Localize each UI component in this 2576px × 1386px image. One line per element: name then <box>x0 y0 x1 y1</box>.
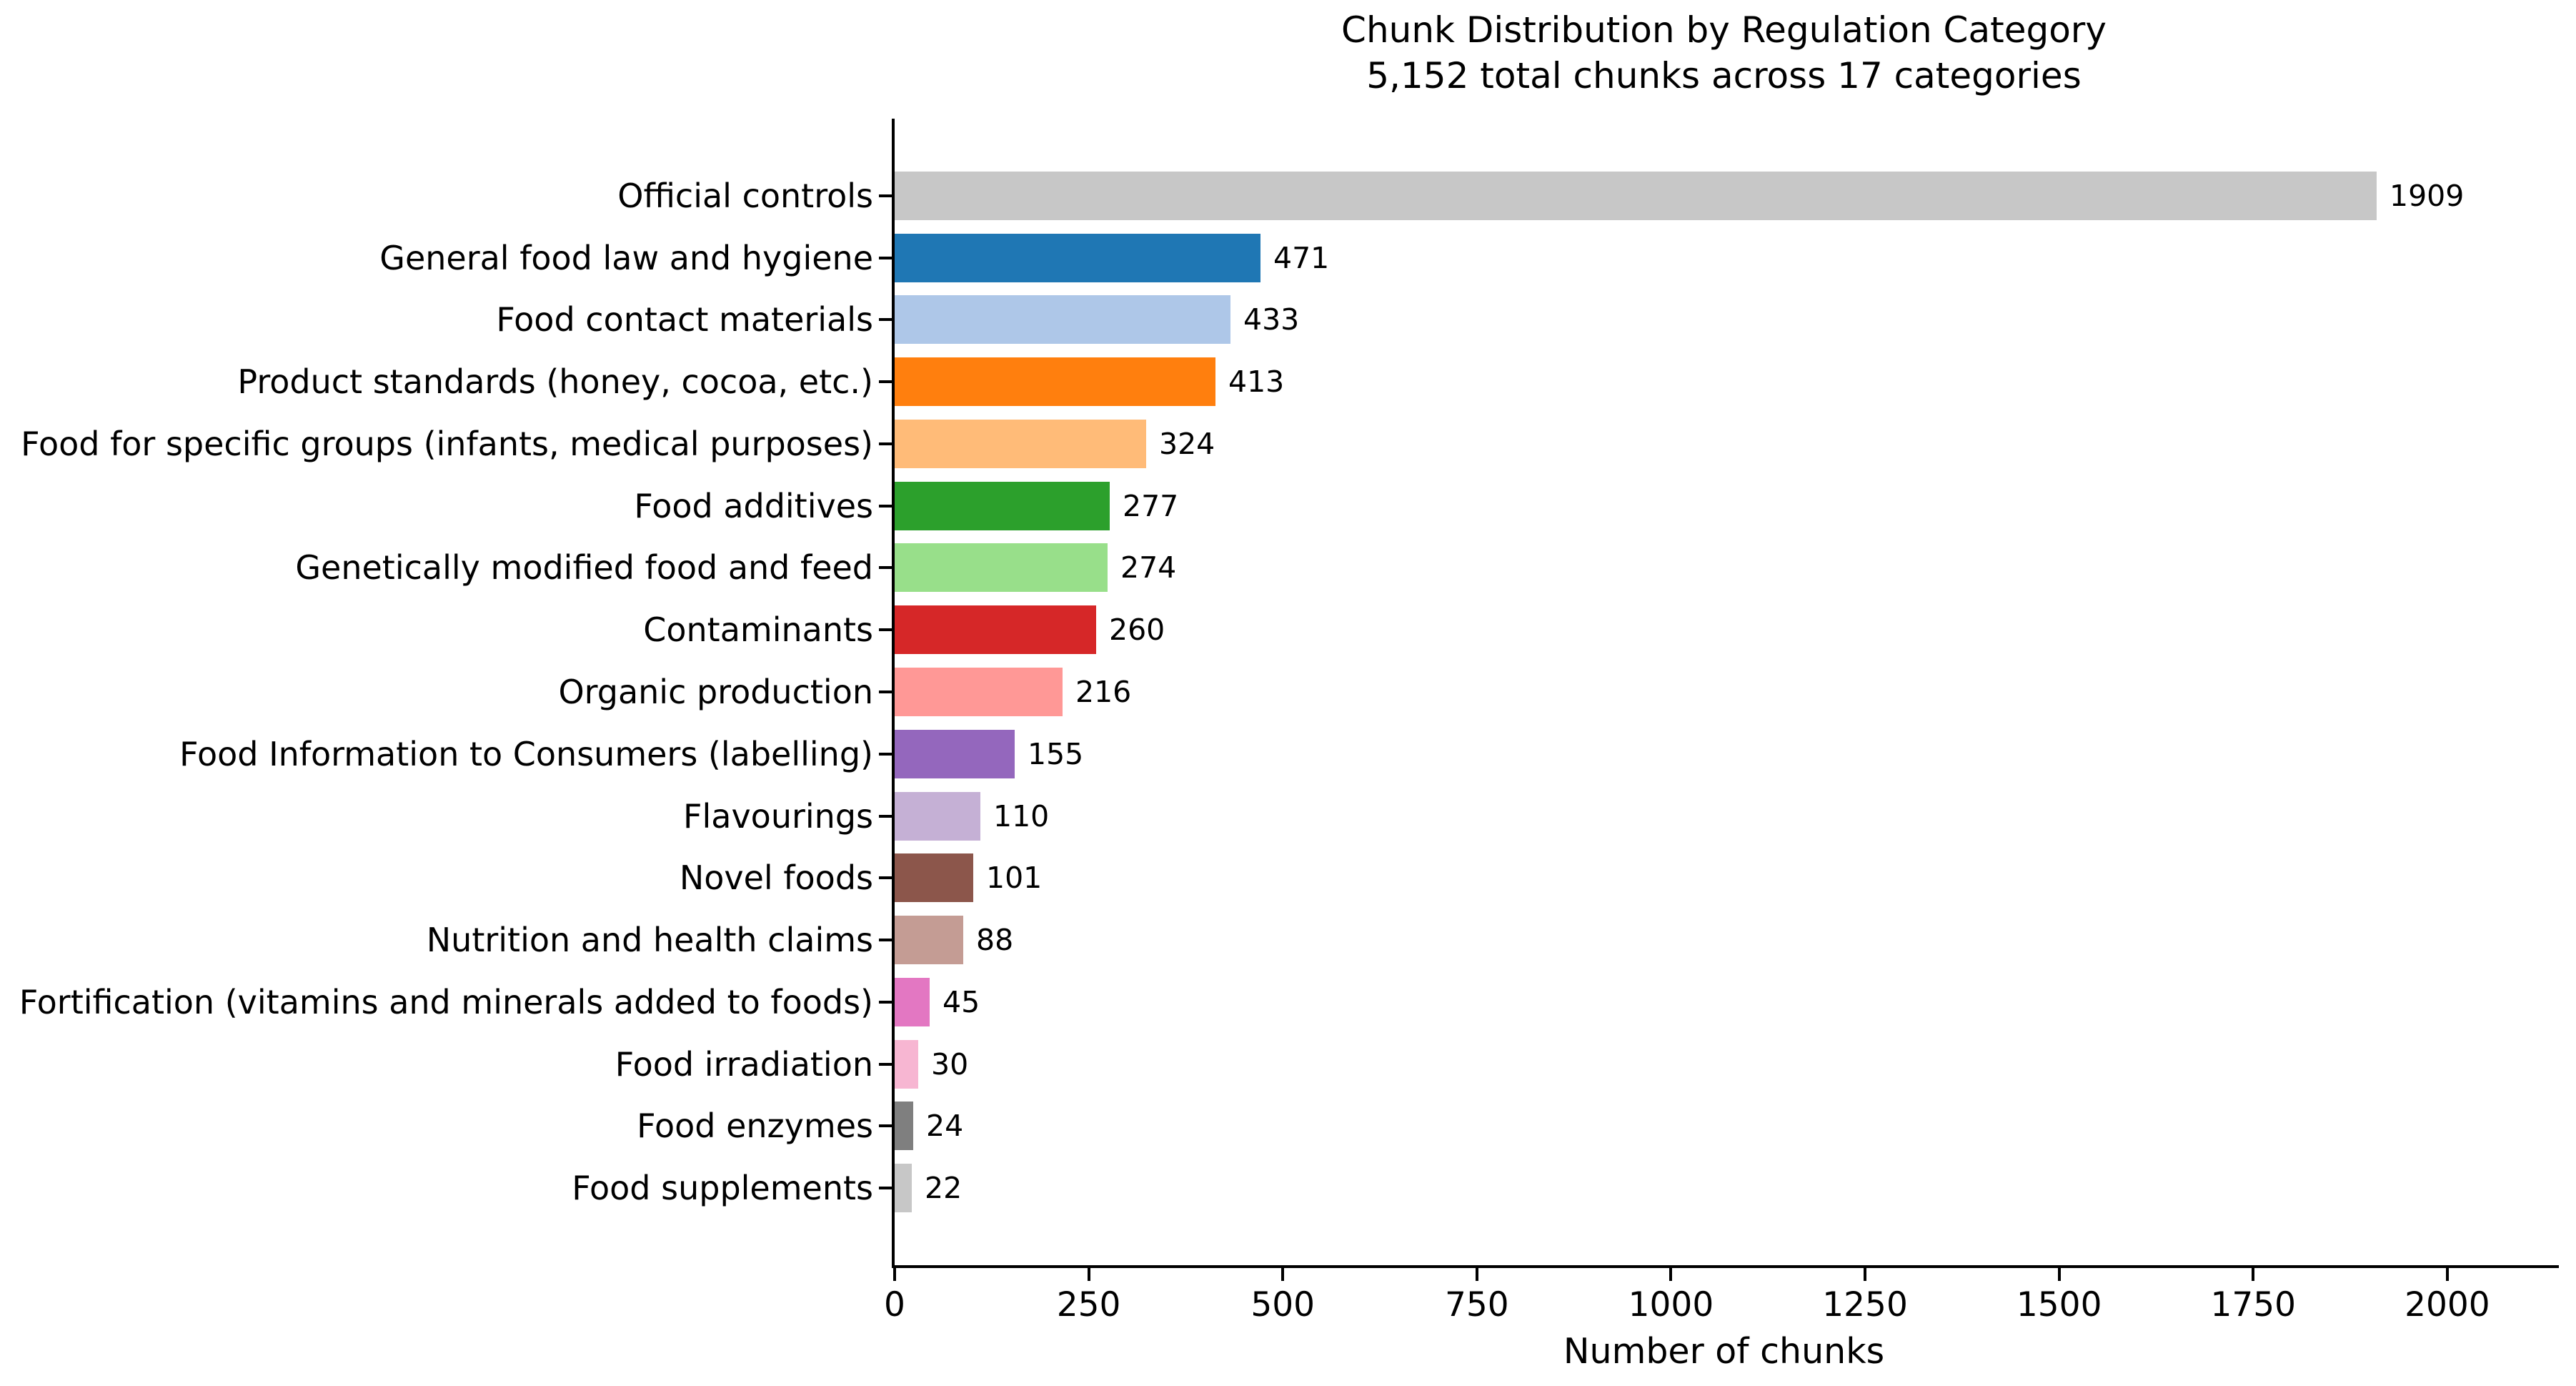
bar-value-label: 260 <box>1109 613 1165 648</box>
category-label: Flavourings <box>683 796 873 836</box>
bar <box>895 295 1230 345</box>
bar-value-label: 30 <box>931 1046 969 1081</box>
bar <box>895 171 2377 220</box>
y-tick-mark <box>879 318 892 322</box>
category-label: Contaminants <box>643 610 873 650</box>
y-tick-mark <box>879 814 892 818</box>
y-tick-mark <box>879 1000 892 1004</box>
x-tick-mark <box>1669 1268 1673 1281</box>
bar-value-label: 433 <box>1243 302 1300 337</box>
category-label: Fortification (vitamins and minerals add… <box>19 982 873 1021</box>
bar <box>895 605 1096 655</box>
category-label: Genetically modified food and feed <box>295 548 873 588</box>
bar <box>895 419 1146 468</box>
category-label: Food irradiation <box>615 1044 873 1084</box>
bar <box>895 1039 918 1089</box>
y-tick-mark <box>879 1187 892 1190</box>
bar <box>895 1164 912 1213</box>
x-tick-mark <box>2445 1268 2449 1281</box>
y-tick-mark <box>879 504 892 508</box>
category-label: Food supplements <box>572 1169 873 1208</box>
y-tick-mark <box>879 752 892 756</box>
x-tick-mark <box>1281 1268 1285 1281</box>
y-axis-spine <box>892 119 895 1268</box>
y-tick-mark <box>879 256 892 259</box>
x-tick-mark <box>2057 1268 2061 1281</box>
bar <box>895 916 963 965</box>
y-tick-mark <box>879 1062 892 1066</box>
y-tick-mark <box>879 690 892 693</box>
bar <box>895 668 1063 716</box>
bar-value-label: 22 <box>925 1171 963 1206</box>
category-label: Food additives <box>634 486 873 525</box>
y-tick-mark <box>879 939 892 942</box>
y-tick-mark <box>879 442 892 445</box>
x-tick-label: 1000 <box>1628 1285 1714 1325</box>
category-label: Product standards (honey, cocoa, etc.) <box>237 362 873 402</box>
plot-area <box>895 119 2556 1265</box>
y-tick-mark <box>879 628 892 632</box>
x-tick-mark <box>2252 1268 2255 1281</box>
bar-value-label: 216 <box>1075 675 1132 709</box>
bar <box>895 977 930 1026</box>
x-tick-mark <box>893 1268 896 1281</box>
category-label: Novel foods <box>679 858 873 898</box>
bar-value-label: 45 <box>943 984 980 1019</box>
bar <box>895 729 1015 778</box>
x-axis-spine <box>892 1265 2559 1268</box>
bar <box>895 357 1215 407</box>
bar-value-label: 88 <box>976 923 1014 958</box>
chart-subtitle: 5,152 total chunks across 17 categories <box>1366 55 2082 96</box>
bar-value-label: 155 <box>1028 736 1084 771</box>
y-tick-mark <box>879 1124 892 1128</box>
chart-title: Chunk Distribution by Regulation Categor… <box>1341 9 2107 51</box>
x-tick-label: 0 <box>884 1285 905 1325</box>
x-axis-label: Number of chunks <box>1563 1331 1885 1372</box>
bar <box>895 791 980 841</box>
x-tick-mark <box>1864 1268 1867 1281</box>
bar-value-label: 277 <box>1123 488 1179 523</box>
bar-value-label: 324 <box>1159 426 1215 461</box>
bar <box>895 1102 913 1151</box>
y-tick-mark <box>879 876 892 880</box>
bar-value-label: 110 <box>993 798 1050 833</box>
x-tick-mark <box>1087 1268 1090 1281</box>
x-tick-label: 1250 <box>1822 1285 1908 1325</box>
category-label: Nutrition and health claims <box>426 921 873 960</box>
chart-title-block: Chunk Distribution by Regulation Categor… <box>892 7 2556 99</box>
category-label: Food for specific groups (infants, medic… <box>21 424 873 463</box>
x-tick-label: 2000 <box>2405 1285 2490 1325</box>
y-tick-mark <box>879 566 892 570</box>
bar-value-label: 413 <box>1228 365 1285 400</box>
bar-value-label: 24 <box>926 1109 964 1144</box>
category-label: Organic production <box>558 673 873 711</box>
category-label: Food Information to Consumers (labelling… <box>179 734 873 773</box>
x-tick-label: 500 <box>1250 1285 1316 1325</box>
bar-value-label: 101 <box>986 861 1043 896</box>
x-tick-mark <box>1475 1268 1478 1281</box>
x-tick-label: 750 <box>1444 1285 1509 1325</box>
category-label: General food law and hygiene <box>379 238 873 277</box>
x-tick-label: 1500 <box>2016 1285 2102 1325</box>
bar <box>895 233 1260 282</box>
bar-value-label: 274 <box>1120 550 1177 585</box>
category-label: Food enzymes <box>637 1107 873 1146</box>
y-tick-mark <box>879 194 892 197</box>
bar <box>895 853 973 903</box>
bar <box>895 481 1110 530</box>
y-tick-mark <box>879 380 892 384</box>
x-tick-label: 250 <box>1056 1285 1121 1325</box>
category-label: Food contact materials <box>496 300 873 340</box>
bar-value-label: 471 <box>1273 240 1330 275</box>
x-tick-label: 1750 <box>2210 1285 2297 1325</box>
bar <box>895 543 1108 593</box>
bar-value-label: 1909 <box>2389 178 2465 213</box>
category-label: Official controls <box>617 176 873 215</box>
